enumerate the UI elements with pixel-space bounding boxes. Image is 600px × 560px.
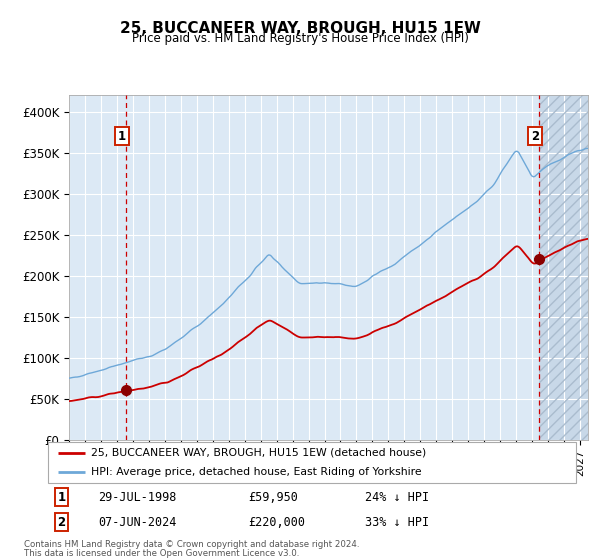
Text: Price paid vs. HM Land Registry's House Price Index (HPI): Price paid vs. HM Land Registry's House … bbox=[131, 32, 469, 45]
Text: 2: 2 bbox=[58, 516, 65, 529]
Text: 1: 1 bbox=[58, 491, 65, 504]
Text: 1: 1 bbox=[118, 130, 126, 143]
Text: 29-JUL-1998: 29-JUL-1998 bbox=[98, 491, 176, 504]
FancyBboxPatch shape bbox=[48, 442, 576, 483]
Text: 33% ↓ HPI: 33% ↓ HPI bbox=[365, 516, 429, 529]
Text: This data is licensed under the Open Government Licence v3.0.: This data is licensed under the Open Gov… bbox=[24, 549, 299, 558]
Bar bbox=[539, 95, 588, 440]
Text: £220,000: £220,000 bbox=[248, 516, 305, 529]
Text: 25, BUCCANEER WAY, BROUGH, HU15 1EW (detached house): 25, BUCCANEER WAY, BROUGH, HU15 1EW (det… bbox=[91, 448, 427, 458]
Text: HPI: Average price, detached house, East Riding of Yorkshire: HPI: Average price, detached house, East… bbox=[91, 467, 422, 477]
Text: 2: 2 bbox=[531, 130, 539, 143]
Text: 07-JUN-2024: 07-JUN-2024 bbox=[98, 516, 176, 529]
Text: £59,950: £59,950 bbox=[248, 491, 299, 504]
Text: 24% ↓ HPI: 24% ↓ HPI bbox=[365, 491, 429, 504]
Text: 25, BUCCANEER WAY, BROUGH, HU15 1EW: 25, BUCCANEER WAY, BROUGH, HU15 1EW bbox=[119, 21, 481, 36]
Text: Contains HM Land Registry data © Crown copyright and database right 2024.: Contains HM Land Registry data © Crown c… bbox=[24, 540, 359, 549]
Bar bbox=[539, 95, 588, 440]
